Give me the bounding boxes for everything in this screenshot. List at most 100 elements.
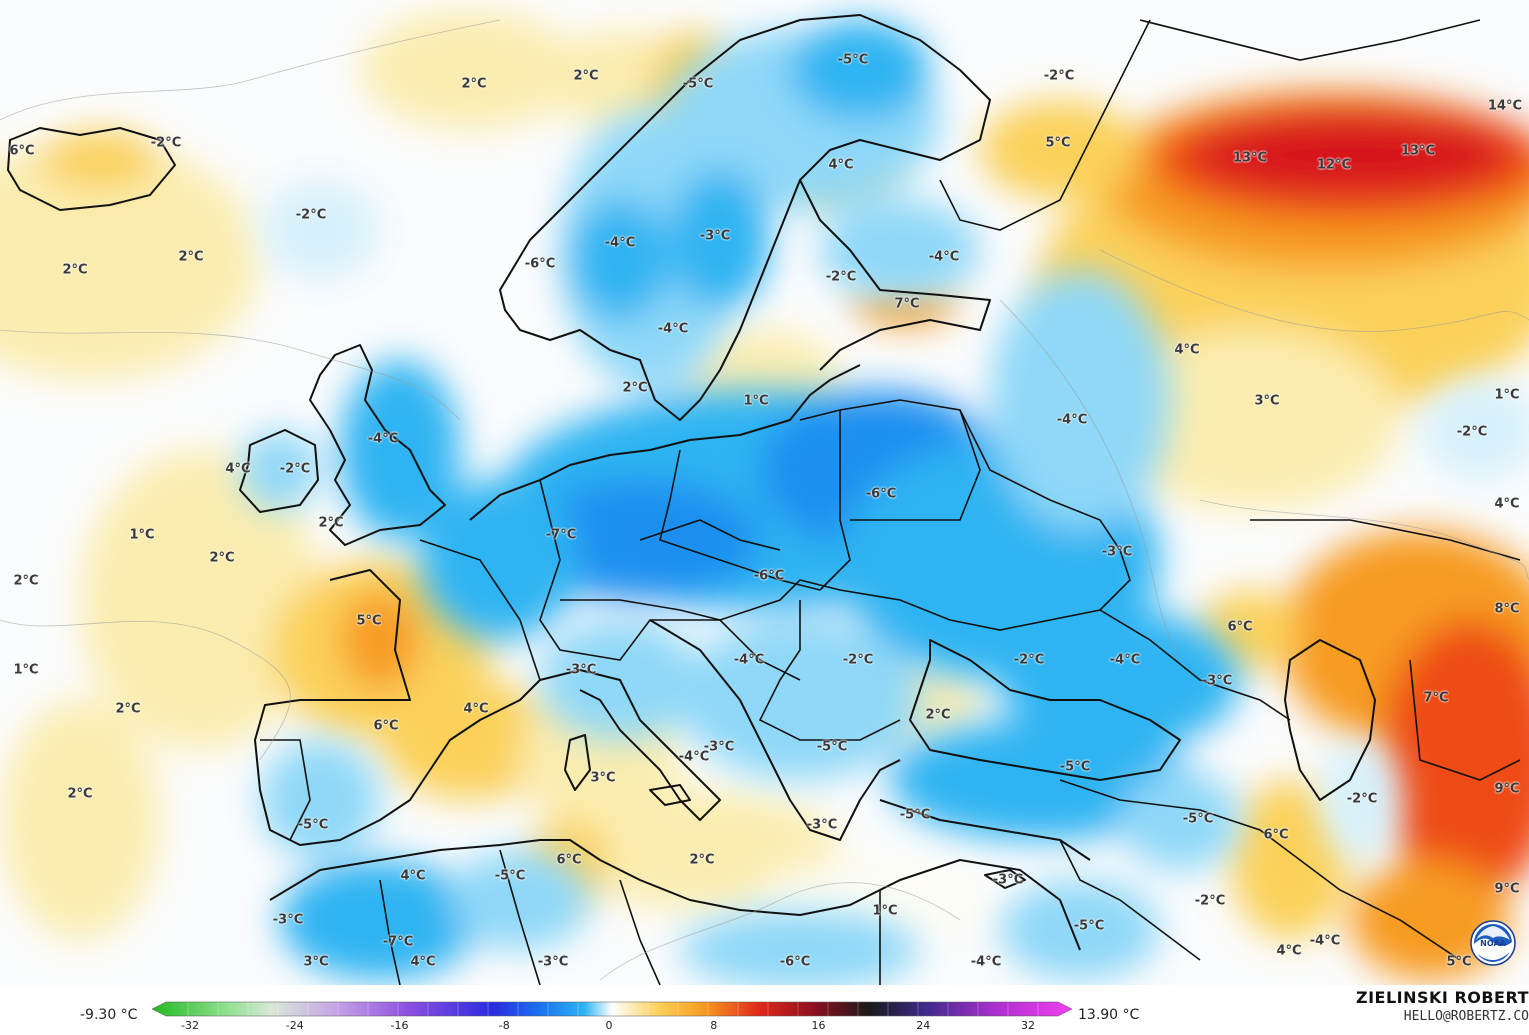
- temperature-label: -6°C: [753, 568, 785, 584]
- legend-footer: -9.30 °C: [0, 985, 1529, 1035]
- temperature-label: 5°C: [1446, 954, 1472, 970]
- temperature-label: 2°C: [573, 68, 599, 84]
- colorbar-segments: [187, 1002, 1039, 1016]
- temperature-label: -5°C: [297, 817, 329, 833]
- temperature-label: -3°C: [806, 817, 838, 833]
- temperature-label: -3°C: [703, 739, 735, 755]
- temperature-label: -6°C: [524, 256, 556, 272]
- temperature-label: -2°C: [1013, 652, 1045, 668]
- continent-north-coast: [469, 364, 861, 521]
- temperature-label: 1°C: [13, 662, 39, 678]
- temperature-label: 3°C: [1254, 393, 1280, 409]
- colorbar-tick-label: 8: [710, 1019, 718, 1032]
- temperature-label: 4°C: [400, 868, 426, 884]
- temperature-label: 2°C: [209, 550, 235, 566]
- temperature-label: -3°C: [1101, 544, 1133, 560]
- temperature-label: -4°C: [367, 431, 399, 447]
- temperature-label: 4°C: [1174, 342, 1200, 358]
- temperature-label: 7°C: [1423, 690, 1449, 706]
- temperature-label: -4°C: [928, 249, 960, 265]
- temperature-label: -4°C: [1309, 933, 1341, 949]
- temperature-label: 4°C: [828, 157, 854, 173]
- temperature-label: -7°C: [382, 934, 414, 950]
- temperature-label: 2°C: [13, 573, 39, 589]
- turkey-south-coast: [879, 799, 1091, 861]
- temperature-label: -4°C: [604, 235, 636, 251]
- ireland-coast: [239, 429, 319, 513]
- temperature-label: 9°C: [1494, 781, 1520, 797]
- country-borders: [260, 19, 1521, 985]
- temperature-label: 3°C: [303, 954, 329, 970]
- temperature-anomaly-map: 2°C 2°C -5°C -5°C -2°C 14°C 6°C -2°C 5°C 13°C 12°C…: [0, 10, 1529, 985]
- temperature-label: 14°C: [1487, 98, 1523, 114]
- temperature-label: 2°C: [67, 786, 93, 802]
- temperature-label: 1°C: [743, 393, 769, 409]
- sardinia-coast: [564, 734, 591, 791]
- italy-coast: [539, 669, 721, 821]
- temperature-label: 2°C: [925, 707, 951, 723]
- author-email: HELLO@ROBERTZ.CO: [1403, 1009, 1529, 1024]
- max-value: 13.90 °C: [1078, 1007, 1140, 1023]
- temperature-label: -2°C: [825, 269, 857, 285]
- temperature-label: 6°C: [1263, 827, 1289, 843]
- colorbar-tick-label: -32: [181, 1019, 199, 1032]
- temperature-label: -5°C: [682, 76, 714, 92]
- temperature-label: -6°C: [865, 486, 897, 502]
- temperature-label: 2°C: [115, 701, 141, 717]
- min-value: -9.30 °C: [80, 1007, 138, 1023]
- temperature-label: 2°C: [318, 515, 344, 531]
- author-credit: ZIELINSKI ROBERT: [1355, 988, 1529, 1007]
- temperature-label: -3°C: [1201, 673, 1233, 689]
- temperature-label: -3°C: [537, 954, 569, 970]
- temperature-label: 5°C: [1045, 135, 1071, 151]
- colorbar-tick-label: -16: [390, 1019, 409, 1032]
- temperature-label: -2°C: [295, 207, 327, 223]
- temperature-label: -5°C: [816, 739, 848, 755]
- temperature-label: -6°C: [779, 954, 811, 970]
- cyprus-coast: [984, 869, 1026, 889]
- svg-text:NOAA: NOAA: [1480, 939, 1506, 948]
- temperature-label: -3°C: [699, 228, 731, 244]
- temperature-label: 5°C: [356, 613, 382, 629]
- temperature-label: 4°C: [225, 461, 251, 477]
- colorbar-tick-label: 0: [605, 1019, 613, 1032]
- temperature-label: -2°C: [150, 135, 182, 151]
- temperature-label: 6°C: [9, 143, 35, 159]
- temperature-label: 2°C: [622, 380, 648, 396]
- temperature-label: -5°C: [1059, 759, 1091, 775]
- contour-lines: [0, 19, 1529, 981]
- temperature-label: -5°C: [899, 807, 931, 823]
- colorbar-tick-label: 32: [1021, 1019, 1035, 1032]
- temperature-label: 2°C: [178, 249, 204, 265]
- colorbar-tick-label: -24: [285, 1019, 304, 1032]
- colorbar: [151, 1001, 1073, 1017]
- caspian-coast: [1284, 639, 1376, 801]
- sicily-coast: [649, 784, 691, 806]
- colorbar-tick-label: -8: [498, 1019, 510, 1032]
- temperature-label: 2°C: [461, 76, 487, 92]
- coastlines: [7, 14, 1376, 951]
- britain-coast: [309, 344, 446, 546]
- temperature-label: 13°C: [1400, 143, 1436, 159]
- temperature-label: 3°C: [590, 770, 616, 786]
- temperature-label: -4°C: [678, 749, 710, 765]
- temperature-label: -2°C: [1456, 424, 1488, 440]
- temperature-label: -2°C: [1043, 68, 1075, 84]
- temperature-label: -2°C: [279, 461, 311, 477]
- temperature-label: -4°C: [1109, 652, 1141, 668]
- noaa-logo-icon: NOAA: [1470, 920, 1516, 966]
- iceland-coast: [7, 127, 176, 211]
- balkans-greece-coast: [649, 619, 901, 841]
- temperature-label: 6°C: [1227, 619, 1253, 635]
- temperature-label: -4°C: [1056, 412, 1088, 428]
- temperature-label: 6°C: [373, 718, 399, 734]
- temperature-label: -7°C: [545, 527, 577, 543]
- temperature-label: 2°C: [689, 852, 715, 868]
- colorbar-tick-label: 24: [916, 1019, 931, 1032]
- temperature-label: 4°C: [1494, 496, 1520, 512]
- africa-coast: [269, 839, 1081, 951]
- temperature-label: 13°C: [1232, 150, 1268, 166]
- map-field: [0, 10, 1529, 985]
- black-sea-coast: [909, 639, 1181, 781]
- temperature-label: -3°C: [565, 662, 597, 678]
